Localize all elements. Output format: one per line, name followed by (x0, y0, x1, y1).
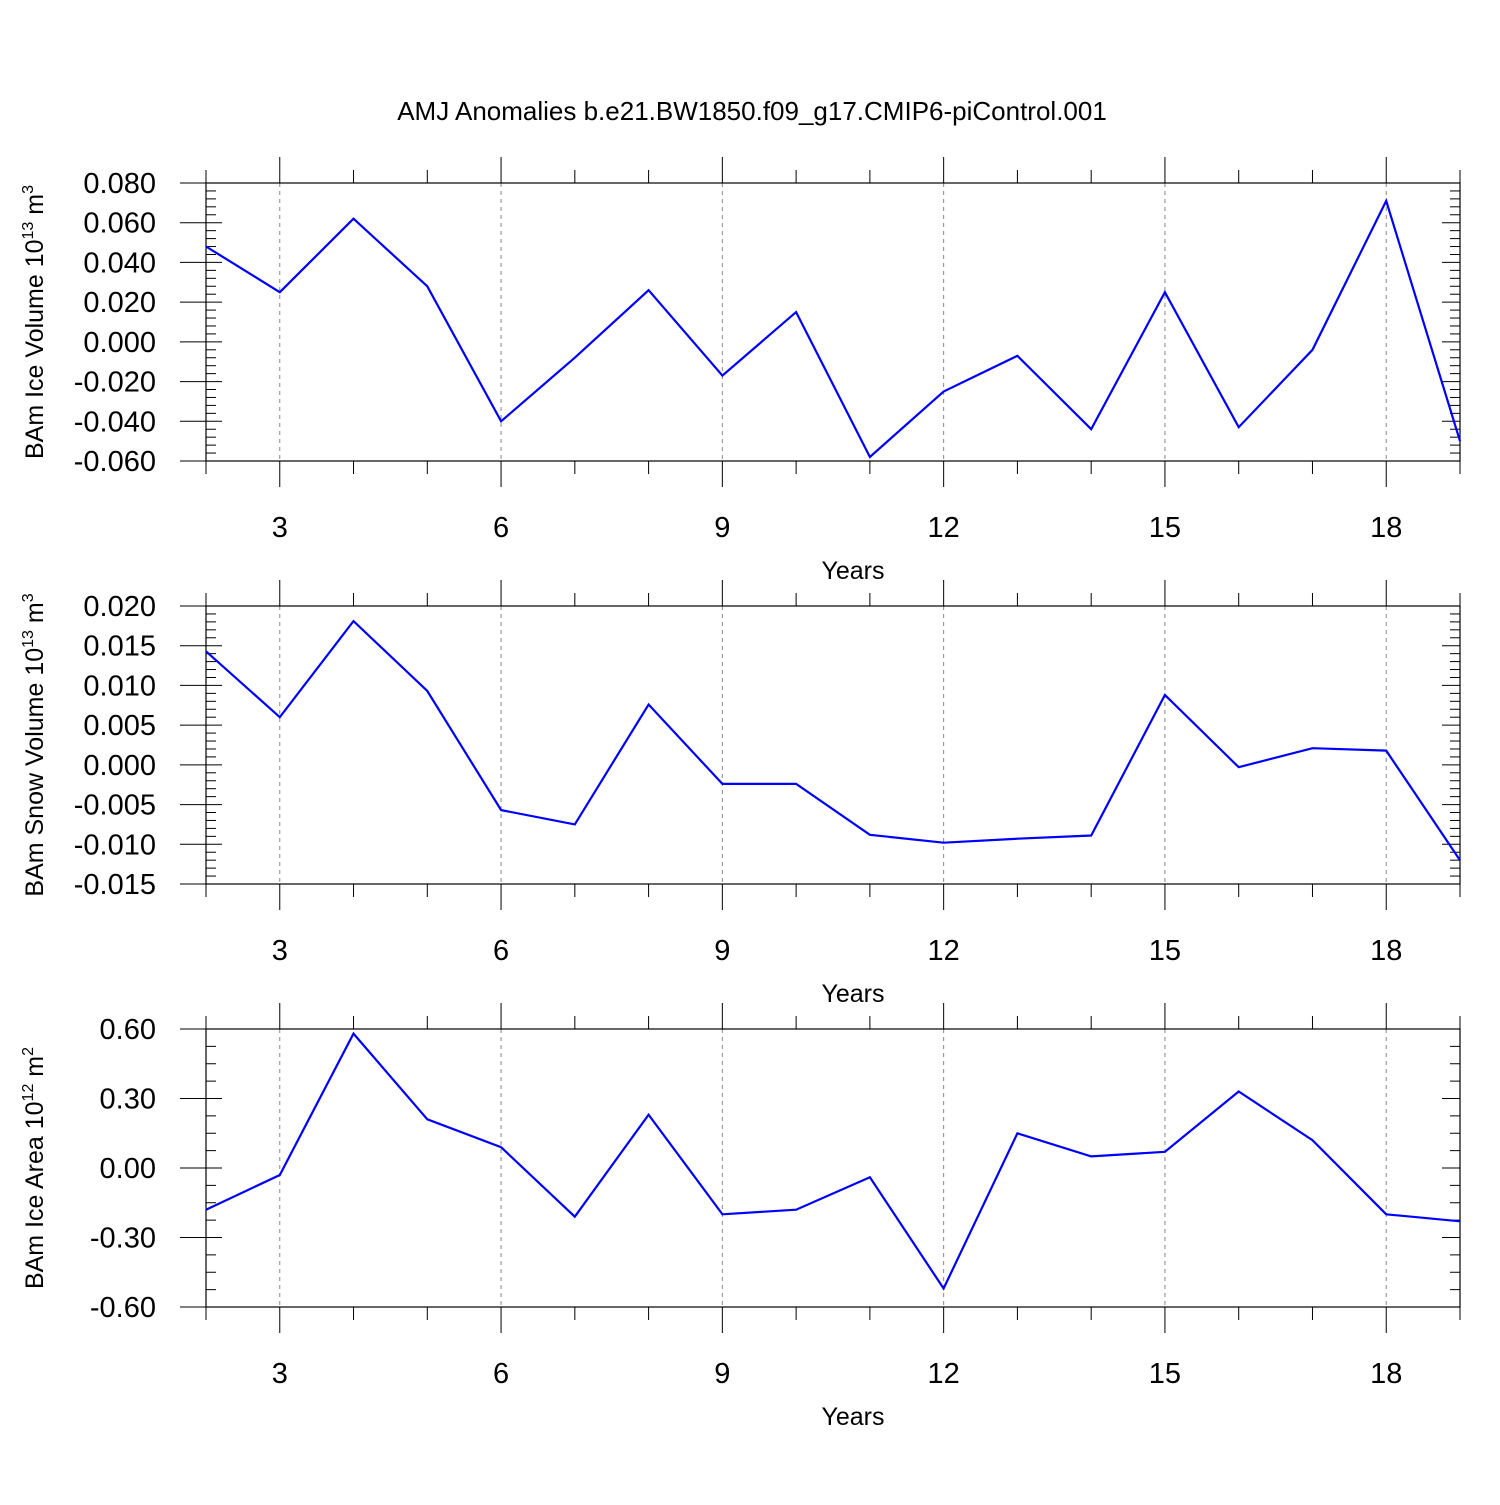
x-tick-label: 3 (272, 1358, 288, 1390)
y-axis-title: BAm Snow Volume 1013 m3 (20, 593, 49, 896)
chart-panel-3: -0.60 -0.30 0.00 0.30 0.60 3 6 9 12 15 18 Years BAm … (20, 1003, 1460, 1431)
x-tick-label: 9 (714, 512, 730, 544)
y-tick-label: -0.30 (90, 1223, 156, 1255)
x-tick-label: 9 (714, 1358, 730, 1390)
chart-panel-2: -0.015 -0.010 -0.005 0.000 0.005 0.010 0.015 0.… (20, 580, 1460, 1008)
x-tick-label: 15 (1149, 1358, 1181, 1390)
plot-frame (206, 1029, 1460, 1307)
y-tick-label: 0.60 (100, 1014, 156, 1046)
y-tick-label: -0.020 (74, 367, 156, 399)
y-tick-label: 0.005 (83, 710, 156, 742)
x-tick-label: 3 (272, 512, 288, 544)
y-tick-label: 0.080 (83, 168, 156, 200)
y-tick-label: 0.000 (83, 327, 156, 359)
y-tick-label: 0.020 (83, 287, 156, 319)
x-tick-label: 18 (1370, 935, 1402, 967)
chart-panel-1: -0.060 -0.040 -0.020 0.000 0.020 0.040 0.060 0.… (20, 157, 1460, 585)
y-tick-label: -0.040 (74, 406, 156, 438)
x-tick-label: 12 (928, 1358, 960, 1390)
x-tick-label: 6 (493, 512, 509, 544)
x-axis-title: Years (821, 557, 884, 585)
plot-frame (206, 183, 1460, 461)
y-tick-label: 0.040 (83, 247, 156, 279)
y-tick-label: 0.010 (83, 670, 156, 702)
x-axis-title: Years (821, 980, 884, 1008)
plot-frame (206, 606, 1460, 884)
y-tick-label: -0.015 (74, 869, 156, 901)
x-tick-label: 15 (1149, 512, 1181, 544)
y-tick-label: -0.60 (90, 1292, 156, 1324)
y-tick-label: 0.30 (100, 1084, 156, 1116)
y-tick-label: -0.060 (74, 446, 156, 478)
x-tick-label: 12 (928, 512, 960, 544)
x-tick-label: 3 (272, 935, 288, 967)
series-line (206, 1034, 1460, 1289)
y-tick-label: 0.020 (83, 591, 156, 623)
y-tick-label: -0.005 (74, 790, 156, 822)
x-axis-title: Years (821, 1403, 884, 1431)
x-tick-label: 18 (1370, 512, 1402, 544)
series-line (206, 201, 1460, 457)
y-tick-label: 0.060 (83, 208, 156, 240)
x-tick-label: 9 (714, 935, 730, 967)
series-line (206, 621, 1460, 860)
x-tick-label: 18 (1370, 1358, 1402, 1390)
x-tick-label: 12 (928, 935, 960, 967)
y-axis-title: BAm Ice Volume 1013 m3 (20, 185, 49, 459)
x-tick-label: 15 (1149, 935, 1181, 967)
x-tick-label: 6 (493, 1358, 509, 1390)
y-tick-label: -0.010 (74, 829, 156, 861)
y-tick-label: 0.00 (100, 1153, 156, 1185)
y-tick-label: 0.000 (83, 750, 156, 782)
y-axis-title: BAm Ice Area 1012 m2 (20, 1047, 49, 1289)
chart-title: AMJ Anomalies b.e21.BW1850.f09_g17.CMIP6… (397, 96, 1107, 126)
y-tick-label: 0.015 (83, 631, 156, 663)
x-tick-label: 6 (493, 935, 509, 967)
